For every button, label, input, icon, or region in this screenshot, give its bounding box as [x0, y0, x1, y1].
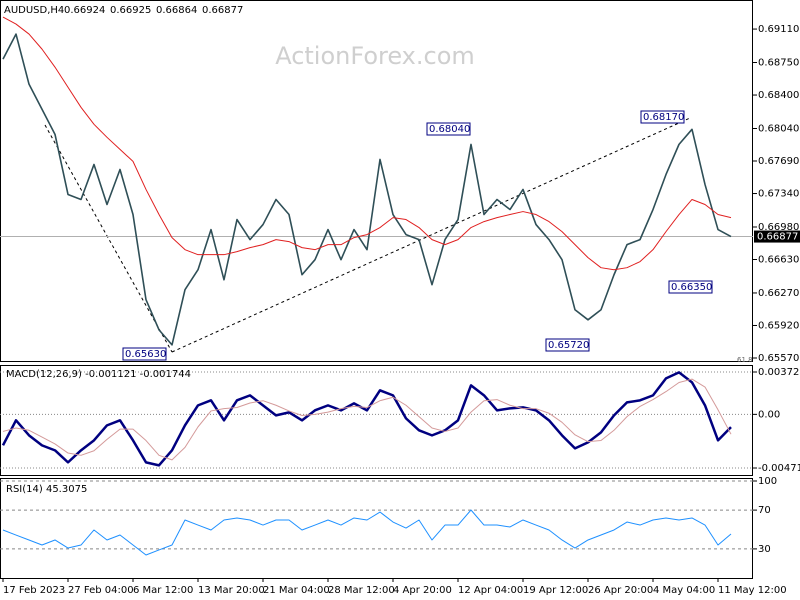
series-line — [1, 371, 732, 467]
annotation-box — [122, 347, 167, 361]
y-tick-label: 0.67340 — [758, 189, 799, 200]
y-tick-label: 0.003722 — [758, 367, 800, 378]
y-tick-label: 0.65920 — [758, 320, 799, 331]
annotation-box — [426, 122, 471, 136]
x-tick-label: 12 Apr 04:00 — [458, 585, 523, 596]
annotation-box — [545, 338, 590, 352]
x-tick-label: 4 Apr 20:00 — [393, 585, 452, 596]
series-line — [2, 378, 732, 461]
y-tick-label: 100 — [758, 476, 777, 487]
annotation: 61.8 — [737, 356, 753, 364]
symbol: AUDUSD,H4 — [4, 5, 64, 16]
macd-panel-frame — [0, 365, 753, 476]
trend-line — [44, 124, 173, 353]
ohlc-close: 0.66877 — [202, 5, 243, 16]
ohlc-open: 0.66924 — [64, 5, 105, 16]
y-tick-label: -0.004716 — [758, 463, 800, 474]
y-tick-label: 0.65570 — [758, 353, 799, 364]
y-tick-label: 0.00 — [758, 409, 780, 420]
x-tick-label: 28 Mar 12:00 — [328, 585, 395, 596]
annotation: 0.66350 — [671, 282, 712, 293]
ohlc-high: 0.66925 — [110, 5, 151, 16]
y-tick-label: 0.68750 — [758, 58, 799, 69]
last-price-label: 0.66877 — [757, 232, 798, 243]
y-tick-label: 0.68400 — [758, 90, 799, 101]
panel-title: RSI(14) 45.3075 — [6, 484, 87, 495]
annotation: 0.68170 — [643, 112, 684, 123]
annotation-box — [640, 110, 685, 124]
main-panel-frame — [0, 0, 753, 362]
x-tick-label: 4 May 04:00 — [653, 585, 715, 596]
y-tick-label: 0.66630 — [758, 255, 799, 266]
panel-title: MACD(12,26,9) -0.001121 -0.001744 — [6, 369, 191, 380]
series-line — [2, 33, 732, 346]
x-tick-label: 21 Mar 04:00 — [263, 585, 330, 596]
x-tick-label: 19 Apr 12:00 — [523, 585, 588, 596]
x-tick-label: 6 Mar 12:00 — [133, 585, 193, 596]
x-tick-label: 11 May 12:00 — [718, 585, 787, 596]
trend-line — [171, 117, 691, 353]
y-tick-label: 0.68040 — [758, 123, 799, 134]
annotation-box — [668, 280, 713, 294]
last-price-box — [754, 230, 800, 243]
y-tick-label: 0.67690 — [758, 156, 799, 167]
x-tick-label: 13 Mar 20:00 — [198, 585, 265, 596]
x-tick-label: 27 Feb 04:00 — [68, 585, 134, 596]
series-line — [2, 509, 732, 556]
annotation: 0.68040 — [429, 124, 470, 135]
annotation: 0.65720 — [548, 340, 589, 351]
rsi-panel-frame — [0, 478, 753, 579]
y-tick-label: 0.69110 — [758, 24, 799, 35]
y-tick-label: 0.66270 — [758, 288, 799, 299]
watermark: ActionForex.com — [275, 42, 475, 70]
x-tick-label: 17 Feb 2023 — [3, 585, 65, 596]
ohlc-low: 0.66864 — [156, 5, 197, 16]
y-tick-label: 0.66980 — [758, 222, 799, 233]
annotation: 0.65630 — [125, 349, 166, 360]
x-tick-label: 26 Apr 20:00 — [588, 585, 653, 596]
series-line — [2, 16, 732, 271]
y-tick-label: 70 — [758, 505, 771, 516]
y-tick-label: 30 — [758, 544, 771, 555]
